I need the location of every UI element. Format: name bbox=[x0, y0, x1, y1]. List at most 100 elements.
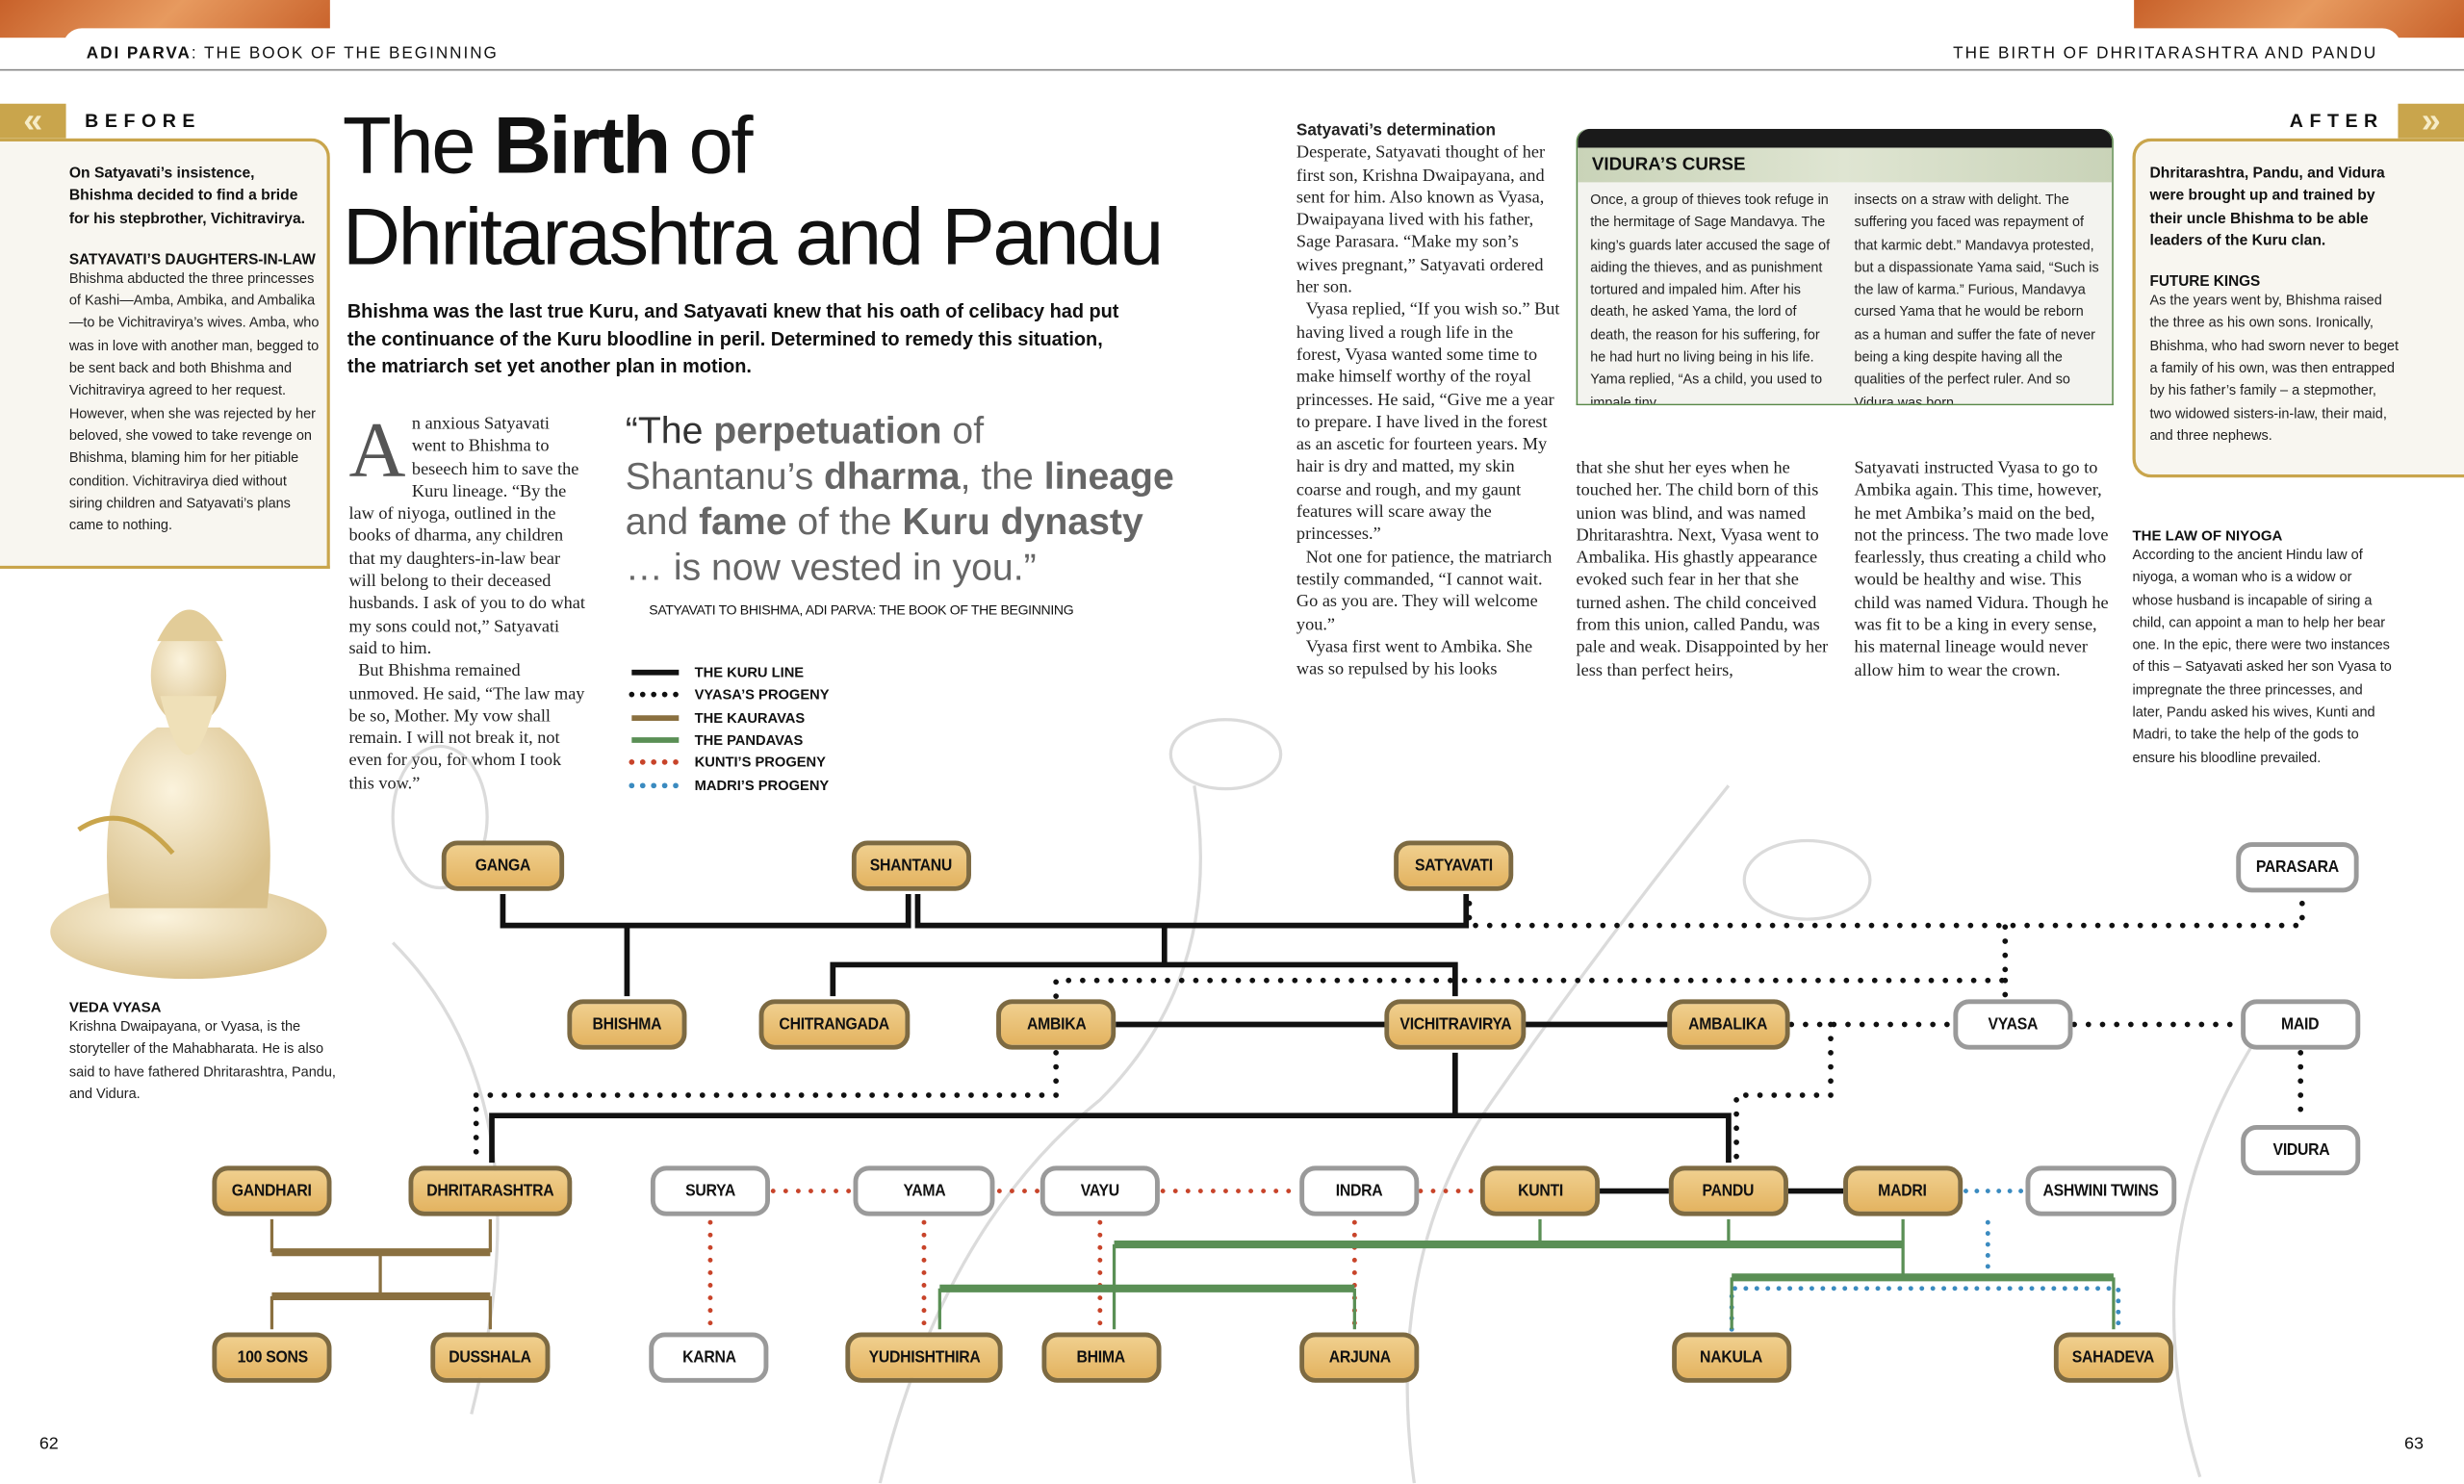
tree-node-label: YAMA bbox=[903, 1181, 945, 1201]
before-content: On Satyavati’s insistence, Bhishma decid… bbox=[69, 164, 321, 537]
tree-node-label: BHIMA bbox=[1077, 1347, 1126, 1368]
legend-swatch bbox=[629, 692, 682, 699]
tree-node-dusshala: DUSSHALA bbox=[430, 1332, 551, 1383]
col2-p1: Desperate, Satyavati thought of her firs… bbox=[1296, 143, 1546, 297]
after-lead: Dhritarashtra, Pandu, and Vidura were br… bbox=[2149, 165, 2385, 250]
col1-p1: n anxious Satyavati went to Bhishma to b… bbox=[348, 415, 586, 659]
legend-item: THE PANDAVAS bbox=[629, 729, 829, 751]
tree-node-label: VICHITRAVIRYA bbox=[1399, 1014, 1511, 1035]
legend-swatch bbox=[631, 714, 680, 721]
quote-part: “The bbox=[625, 410, 714, 453]
tree-node-vyasa: VYASA bbox=[1953, 999, 2073, 1050]
tree-node-label: VYASA bbox=[1988, 1014, 2039, 1035]
after-heading: FUTURE KINGS bbox=[2149, 271, 2261, 290]
tree-legend: THE KURU LINE VYASA’S PROGENY THE KAURAVAS… bbox=[629, 661, 830, 796]
after-panel bbox=[2132, 138, 2464, 478]
tree-node-label: AMBALIKA bbox=[1688, 1014, 1768, 1035]
pull-quote: “The perpetuation of Shantanu’s dharma, … bbox=[626, 408, 1179, 590]
title-post: of bbox=[668, 100, 753, 191]
quote-part: fame bbox=[699, 500, 787, 544]
tree-node-yudhishthira: YUDHISHTHIRA bbox=[845, 1332, 1003, 1383]
tree-node-label: AMBIKA bbox=[1026, 1014, 1086, 1035]
before-panel bbox=[0, 138, 330, 570]
tree-node-chitrangada: CHITRANGADA bbox=[758, 999, 911, 1050]
tree-node-label: 100 SONS bbox=[236, 1347, 308, 1368]
tree-node-label: ASHWINI TWINS bbox=[2042, 1181, 2159, 1201]
before-heading: SATYAVATI’S DAUGHTERS-IN-LAW bbox=[68, 249, 316, 268]
quote-part: perpetuation bbox=[713, 410, 942, 453]
tree-node-yama: YAMA bbox=[853, 1165, 995, 1216]
tree-node-bhima: BHIMA bbox=[1041, 1332, 1162, 1383]
niyoga-sidebar: THE LAW OF NIYOGA According to the ancie… bbox=[2133, 528, 2392, 769]
tree-node-ganga: GANGA bbox=[441, 840, 565, 891]
tree-node-satyavati: SATYAVATI bbox=[1394, 840, 1514, 891]
tree-node-label: DHRITARASHTRA bbox=[426, 1181, 554, 1201]
header-rule bbox=[0, 68, 2464, 71]
legend-label: MADRI’S PROGENY bbox=[694, 777, 830, 793]
legend-item: MADRI’S PROGENY bbox=[629, 774, 829, 796]
legend-label: THE KURU LINE bbox=[694, 664, 805, 681]
quote-attribution: SATYAVATI TO BHISHMA, ADI PARVA: THE BOO… bbox=[649, 601, 1074, 618]
panel-top-bar bbox=[1578, 128, 2113, 148]
tree-node-sahadeva: SAHADEVA bbox=[2053, 1332, 2173, 1383]
running-head-right: THE BIRTH OF DHRITARASHTRA AND PANDU bbox=[1953, 43, 2378, 64]
before-lead: On Satyavati’s insistence, Bhishma decid… bbox=[68, 165, 306, 228]
col1-p2: But Bhishma remained unmoved. He said, “… bbox=[348, 661, 585, 794]
page-number-right: 63 bbox=[2403, 1434, 2424, 1454]
drop-cap: A bbox=[348, 405, 406, 494]
vyasa-statue-image bbox=[50, 609, 327, 980]
caption-heading: VEDA VYASA bbox=[68, 999, 162, 1015]
quote-part: and bbox=[625, 500, 700, 544]
tree-node-madri: MADRI bbox=[1843, 1165, 1964, 1216]
tree-node-label: PARASARA bbox=[2255, 857, 2339, 878]
legend-item: THE KAURAVAS bbox=[629, 706, 829, 729]
niyoga-body: According to the ancient Hindu law of ni… bbox=[2132, 547, 2392, 765]
tree-node-label: MADRI bbox=[1878, 1181, 1928, 1201]
col2-heading: Satyavati’s determination bbox=[1296, 120, 1497, 141]
quote-part: … is now vested in you.” bbox=[625, 547, 1037, 590]
tree-node-parasara: PARASARA bbox=[2236, 842, 2359, 893]
viduras-curse-title: VIDURA’S CURSE bbox=[1578, 147, 2113, 183]
body-column-4: Satyavati instructed Vyasa to go to Ambi… bbox=[1854, 458, 2109, 680]
tree-node-arjuna: ARJUNA bbox=[1299, 1332, 1420, 1383]
quote-part: Kuru dynasty bbox=[902, 500, 1143, 544]
running-head-left: ADI PARVA: THE BOOK OF THE BEGINNING bbox=[87, 44, 499, 64]
chevron-left-icon: « bbox=[0, 103, 66, 139]
tree-node-label: BHISHMA bbox=[592, 1014, 662, 1035]
tree-node-indra: INDRA bbox=[1299, 1165, 1420, 1216]
tree-node-maid: MAID bbox=[2241, 999, 2361, 1050]
tree-node-label: ARJUNA bbox=[1328, 1347, 1391, 1368]
tree-node-sons100: 100 SONS bbox=[212, 1332, 332, 1383]
legend-swatch bbox=[629, 759, 682, 766]
after-label: AFTER bbox=[2289, 110, 2384, 133]
header-tab bbox=[63, 28, 2401, 69]
legend-swatch bbox=[631, 737, 680, 743]
page-number-left: 62 bbox=[38, 1434, 59, 1454]
legend-item: VYASA’S PROGENY bbox=[629, 684, 830, 706]
tree-node-vidura: VIDURA bbox=[2241, 1124, 2361, 1176]
kauravas-connectors bbox=[270, 1218, 493, 1330]
tree-node-label: VIDURA bbox=[2272, 1140, 2329, 1160]
tree-node-label: SHANTANU bbox=[870, 856, 953, 876]
tree-node-label: SATYAVATI bbox=[1414, 856, 1493, 876]
curse-text-right: insects on a straw with delight. The suf… bbox=[1854, 192, 2099, 406]
tree-node-label: INDRA bbox=[1335, 1181, 1383, 1201]
tree-node-label: GANGA bbox=[475, 856, 531, 876]
tree-node-ambalika: AMBALIKA bbox=[1667, 999, 1790, 1050]
tree-node-nakula: NAKULA bbox=[1672, 1332, 1792, 1383]
body-column-3: that she shut her eyes when he touched h… bbox=[1576, 458, 1829, 680]
quote-part: , the bbox=[960, 455, 1044, 499]
legend-item: KUNTI’S PROGENY bbox=[629, 752, 829, 774]
tree-node-label: CHITRANGADA bbox=[779, 1014, 890, 1035]
tree-node-label: DUSSHALA bbox=[449, 1347, 532, 1368]
chevron-right-icon: » bbox=[2398, 103, 2464, 139]
tree-node-gandhari: GANDHARI bbox=[212, 1165, 332, 1216]
quote-part: of Shantanu’s bbox=[625, 410, 985, 499]
vyasa-progeny-connectors bbox=[473, 892, 2305, 1166]
tree-node-karna: KARNA bbox=[649, 1332, 769, 1383]
col2-p4: Vyasa first went to Ambika. She was so r… bbox=[1296, 637, 1533, 679]
tree-node-label: MAID bbox=[2281, 1014, 2321, 1035]
tree-node-label: KARNA bbox=[681, 1347, 736, 1368]
body-column-2: Satyavati’s determination Desperate, Sat… bbox=[1296, 119, 1560, 681]
